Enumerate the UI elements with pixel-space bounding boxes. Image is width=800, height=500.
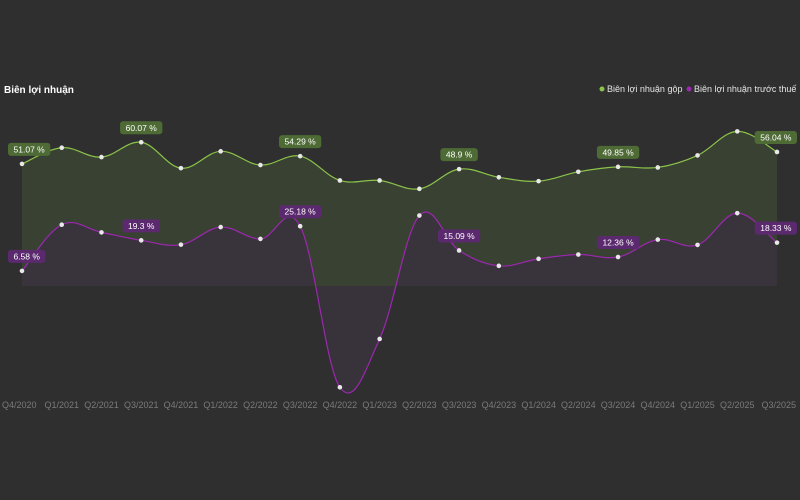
data-point[interactable] [496, 263, 502, 269]
data-point[interactable] [138, 139, 144, 145]
data-point[interactable] [218, 149, 223, 154]
data-label-bg [754, 221, 797, 235]
data-label-bg [596, 145, 640, 159]
data-label-bg [8, 142, 51, 156]
data-label: 25.18 % [285, 207, 317, 217]
x-tick-label: Q4/2022 [323, 400, 358, 410]
legend-gross-margin[interactable]: Biên lợi nhuận gộp [607, 84, 682, 94]
data-point[interactable] [417, 213, 422, 218]
series-line-1 [21, 211, 778, 394]
data-label-bg [120, 121, 163, 135]
series-area-1 [22, 211, 777, 394]
x-tick-label: Q2/2023 [402, 400, 437, 410]
data-label: 18.33 % [760, 223, 792, 233]
data-point[interactable] [337, 178, 343, 183]
data-point[interactable] [297, 153, 303, 159]
x-tick-label: Q4/2020 [2, 400, 37, 410]
data-point[interactable] [59, 222, 65, 227]
x-tick-label: Q3/2021 [124, 400, 159, 410]
data-point[interactable] [258, 162, 263, 168]
data-point[interactable] [536, 256, 541, 262]
x-tick-label: Q1/2024 [521, 400, 556, 410]
data-point[interactable] [576, 252, 581, 257]
x-tick-label: Q1/2022 [203, 400, 238, 410]
data-point[interactable] [99, 154, 104, 160]
x-tick-label: Q2/2025 [720, 400, 755, 410]
data-label-bg [440, 148, 478, 162]
data-point[interactable] [536, 178, 541, 184]
data-point[interactable] [377, 178, 382, 183]
data-point[interactable] [695, 153, 700, 158]
data-point[interactable] [59, 145, 65, 151]
data-label: 56.04 % [760, 132, 792, 142]
data-label: 6.58 % [13, 251, 40, 261]
x-tick-label: Q4/2024 [641, 400, 676, 410]
data-label: 51.07 % [14, 144, 46, 154]
data-point[interactable] [655, 165, 661, 170]
data-point[interactable] [297, 223, 303, 229]
x-tick-label: Q2/2024 [561, 400, 596, 410]
x-tick-label: Q3/2022 [283, 400, 318, 410]
data-point[interactable] [99, 230, 104, 235]
data-label: 12.36 % [602, 238, 634, 248]
data-label: 15.09 % [444, 231, 476, 241]
data-point[interactable] [178, 242, 184, 247]
chart-title: Biên lợi nhuận [4, 85, 74, 96]
data-point[interactable] [178, 165, 184, 171]
x-tick-label: Q1/2023 [362, 400, 397, 410]
data-label-bg [279, 205, 322, 219]
data-label: 60.07 % [126, 123, 158, 133]
data-label: 49.85 % [602, 147, 634, 157]
data-point[interactable] [377, 336, 382, 342]
legend-dot-pretax-margin [686, 86, 692, 92]
x-tick-label: Q2/2021 [84, 400, 119, 410]
x-tick-label: Q3/2023 [442, 400, 477, 410]
x-tick-label: Q4/2021 [164, 400, 199, 410]
data-point[interactable] [734, 129, 740, 134]
data-point[interactable] [138, 238, 144, 243]
data-point[interactable] [576, 169, 581, 175]
data-label: 54.29 % [285, 137, 317, 147]
data-label-bg [754, 130, 797, 144]
x-tick-label: Q3/2024 [601, 400, 636, 410]
data-point[interactable] [496, 175, 502, 180]
data-label-bg [8, 249, 46, 263]
data-point[interactable] [19, 268, 25, 274]
data-point[interactable] [417, 186, 422, 192]
data-label: 48.9 % [446, 150, 473, 160]
data-label-bg [122, 219, 160, 233]
data-label: 19.3 % [128, 221, 155, 231]
x-tick-label: Q3/2025 [761, 400, 796, 410]
data-label-bg [437, 229, 481, 243]
data-point[interactable] [774, 240, 780, 245]
data-point[interactable] [218, 224, 223, 230]
data-point[interactable] [655, 237, 661, 242]
data-point[interactable] [615, 164, 621, 170]
data-point[interactable] [695, 242, 700, 248]
x-tick-label: Q1/2021 [44, 400, 79, 410]
data-point[interactable] [19, 161, 25, 167]
data-label-bg [279, 135, 322, 149]
data-point[interactable] [456, 166, 462, 172]
legend-pretax-margin[interactable]: Biên lợi nhuận trước thuế [694, 84, 796, 94]
x-tick-label: Q4/2023 [482, 400, 517, 410]
x-tick-label: Q2/2022 [243, 400, 278, 410]
x-tick-label: Q1/2025 [680, 400, 715, 410]
data-point[interactable] [456, 248, 462, 253]
data-label-bg [596, 236, 640, 250]
data-point[interactable] [774, 149, 780, 155]
data-point[interactable] [337, 385, 343, 390]
data-point[interactable] [734, 210, 740, 216]
series-line-0 [21, 130, 778, 190]
legend-dot-gross-margin [599, 86, 605, 92]
data-point[interactable] [615, 254, 621, 260]
data-point[interactable] [258, 236, 263, 242]
